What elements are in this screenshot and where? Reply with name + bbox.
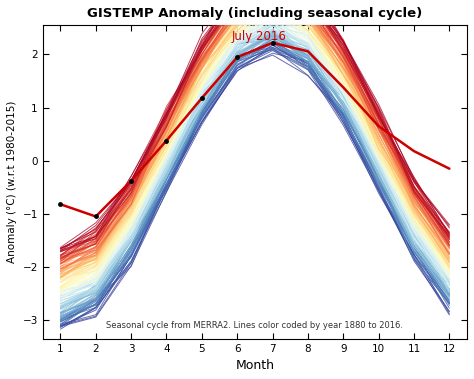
X-axis label: Month: Month xyxy=(236,359,274,372)
Title: GISTEMP Anomaly (including seasonal cycle): GISTEMP Anomaly (including seasonal cycl… xyxy=(87,7,422,20)
Text: July 2016: July 2016 xyxy=(232,30,287,42)
Text: Seasonal cycle from MERRA2. Lines color coded by year 1880 to 2016.: Seasonal cycle from MERRA2. Lines color … xyxy=(106,321,403,330)
Y-axis label: Anomaly (°C) (w.r.t 1980-2015): Anomaly (°C) (w.r.t 1980-2015) xyxy=(7,101,17,263)
